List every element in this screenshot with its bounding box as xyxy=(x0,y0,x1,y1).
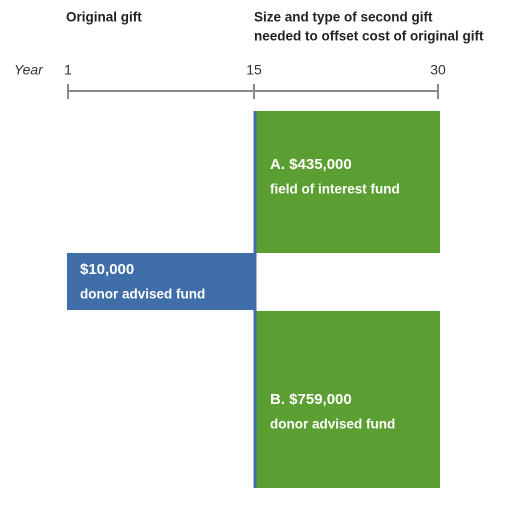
box-original xyxy=(67,253,256,310)
header-left: Original gift xyxy=(66,10,142,25)
box-b xyxy=(254,311,440,488)
tick-label: 30 xyxy=(430,62,446,78)
timeline-bracket xyxy=(67,84,439,99)
box-subtitle: donor advised fund xyxy=(80,287,205,302)
timeline-label: Year xyxy=(14,62,44,78)
box-subtitle: donor advised fund xyxy=(270,417,395,432)
box-a xyxy=(254,111,440,253)
box-title: $10,000 xyxy=(80,261,134,278)
box-title: A. $435,000 xyxy=(270,156,352,173)
header-right: needed to offset cost of original gift xyxy=(254,29,484,44)
tick-label: 1 xyxy=(64,62,72,78)
box-subtitle: field of interest fund xyxy=(270,182,400,197)
box-title: B. $759,000 xyxy=(270,391,352,408)
header-right: Size and type of second gift xyxy=(254,10,433,25)
tick-label: 15 xyxy=(246,62,262,78)
